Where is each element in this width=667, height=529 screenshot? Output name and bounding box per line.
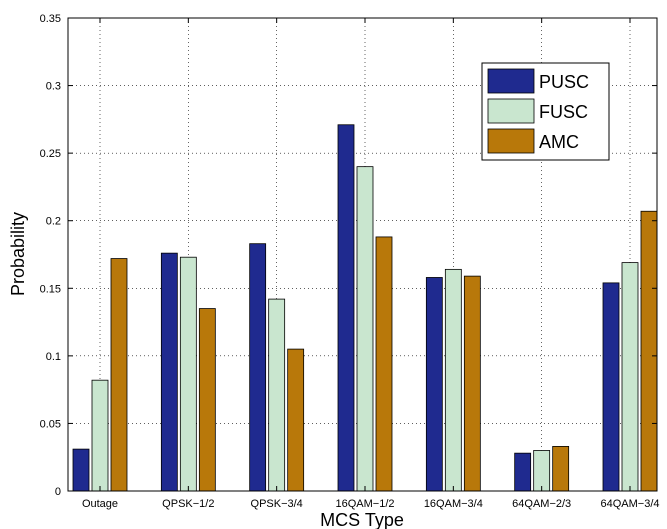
bar-pusc-0 [72, 448, 90, 492]
legend-label-fusc: FUSC [539, 102, 588, 122]
bar-amc-4 [463, 275, 481, 492]
bar-fusc-5 [533, 450, 551, 492]
legend-label-amc: AMC [539, 132, 579, 152]
x-tick-label: 64QAM−3/4 [600, 498, 659, 510]
bar-pusc-4 [425, 277, 443, 492]
y-tick-label: 0.3 [46, 81, 61, 93]
x-tick-label: 64QAM−2/3 [512, 498, 571, 510]
bar-amc-5 [552, 446, 570, 492]
legend-swatch-amc [487, 128, 535, 154]
y-axis-ticks: 0 0.05 0.1 0.15 0.2 0.25 0.3 0.35 [40, 13, 657, 498]
bar-fusc-0 [91, 379, 109, 492]
bar-fusc-6 [621, 262, 639, 492]
x-tick-label: 16QAM−3/4 [424, 498, 483, 510]
legend-swatch-pusc [487, 68, 535, 94]
bar-amc-0 [110, 258, 128, 492]
y-tick-label: 0.35 [40, 13, 61, 25]
x-tick-label: 16QAM−1/2 [335, 498, 394, 510]
legend-swatch-fusc [487, 98, 535, 124]
bar-fusc-3 [356, 166, 374, 492]
bar-amc-3 [375, 236, 393, 492]
bar-amc-1 [198, 308, 216, 492]
bar-pusc-1 [160, 252, 178, 492]
bar-pusc-2 [249, 243, 267, 492]
bar-pusc-3 [337, 124, 355, 492]
y-tick-label: 0.15 [40, 283, 61, 295]
y-tick-label: 0.2 [46, 216, 61, 228]
x-tick-label: Outage [82, 498, 118, 510]
bar-fusc-4 [444, 268, 462, 492]
bar-pusc-5 [514, 452, 532, 492]
bar-fusc-2 [268, 298, 286, 492]
bar-pusc-6 [602, 282, 620, 492]
x-tick-label: QPSK−1/2 [162, 498, 214, 510]
bar-amc-6 [640, 210, 658, 492]
legend: PUSC FUSC AMC [481, 62, 610, 161]
y-tick-label: 0.05 [40, 418, 61, 430]
bars-group [72, 124, 658, 492]
x-axis-ticks: Outage QPSK−1/2 QPSK−3/4 16QAM−1/2 16QAM−3/4… [82, 18, 660, 510]
y-axis-title: Probability [8, 212, 28, 296]
y-tick-label: 0.1 [46, 351, 61, 363]
bar-fusc-1 [179, 256, 197, 492]
y-tick-label: 0.25 [40, 148, 61, 160]
plot-frame [67, 17, 658, 492]
bar-amc-2 [287, 348, 305, 492]
legend-label-pusc: PUSC [539, 72, 589, 92]
x-axis-title: MCS Type [320, 510, 404, 529]
y-tick-label: 0 [55, 486, 61, 498]
x-tick-label: QPSK−3/4 [251, 498, 303, 510]
